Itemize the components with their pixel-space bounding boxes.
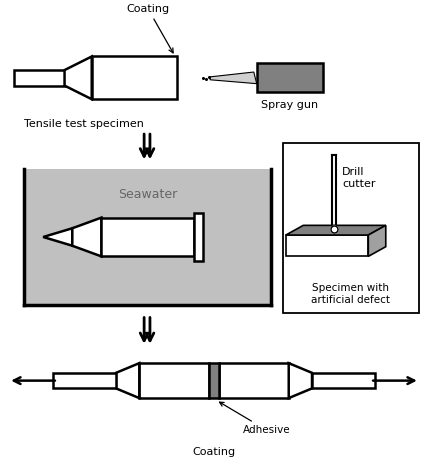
Text: Coating: Coating [126,4,173,53]
Bar [139,363,209,398]
Text: Seawater: Seawater [118,189,177,202]
Polygon shape [333,229,336,234]
Bar [209,363,219,398]
Bar [101,218,193,256]
Text: Spray gun: Spray gun [261,100,318,110]
Polygon shape [72,218,101,256]
Text: Adhesive: Adhesive [220,402,291,435]
Bar [283,143,419,313]
Bar [286,235,369,256]
Bar [219,363,289,398]
Polygon shape [116,363,139,398]
Bar [257,63,323,93]
Bar [312,373,375,388]
Polygon shape [289,363,312,398]
Polygon shape [369,225,386,256]
Bar [24,169,271,305]
Bar [92,56,177,99]
Bar [193,213,203,261]
Polygon shape [286,225,386,235]
Bar [53,373,116,388]
Polygon shape [210,72,257,84]
Polygon shape [43,228,72,246]
Text: Coating: Coating [193,447,235,457]
Text: Drill
cutter: Drill cutter [342,167,376,189]
Bar [14,70,65,86]
Polygon shape [65,56,92,99]
Text: Specimen with
artificial defect: Specimen with artificial defect [311,284,390,305]
Text: Tensile test specimen: Tensile test specimen [24,119,144,129]
